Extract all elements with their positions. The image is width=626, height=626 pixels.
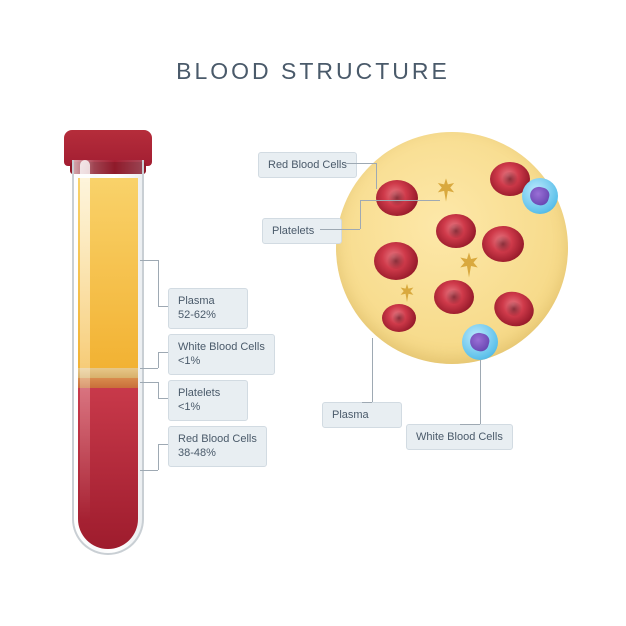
pointer [362, 402, 372, 403]
test-tube [72, 130, 144, 560]
pointer [460, 424, 480, 425]
label-text: White Blood Cells [416, 430, 503, 444]
label-text: <1% [178, 354, 265, 368]
pointer [140, 470, 158, 471]
pointer [140, 382, 158, 383]
platelet-cell [396, 282, 418, 304]
label-text: Red Blood Cells [268, 158, 347, 172]
tube-glass [72, 160, 144, 555]
pointer [320, 229, 360, 230]
pointer [158, 260, 159, 306]
pointer [140, 260, 158, 261]
wbc-cell [462, 324, 498, 360]
pointer [158, 352, 168, 353]
label-text: Platelets [178, 386, 238, 400]
pointer [480, 360, 481, 424]
label-text: Platelets [272, 224, 332, 238]
pointer [372, 338, 373, 402]
label-rbc: Red Blood Cells 38-48% [168, 426, 267, 467]
pointer [376, 163, 377, 189]
label-text: <1% [178, 400, 238, 414]
rbc-cell [382, 304, 416, 332]
label-text: Red Blood Cells [178, 432, 257, 446]
label-plasma: Plasma 52-62% [168, 288, 248, 329]
pointer [140, 368, 158, 369]
rbc-cell [482, 226, 524, 262]
wbc-cell [522, 178, 558, 214]
layer-plasma [78, 178, 138, 368]
cell-circle [336, 132, 568, 364]
pointer [346, 163, 376, 164]
platelet-cell [454, 250, 484, 280]
rbc-cell [434, 280, 474, 314]
page-title: BLOOD STRUCTURE [176, 58, 450, 85]
label-circle-platelets: Platelets [262, 218, 342, 244]
layer-rbc [78, 388, 138, 549]
label-text: White Blood Cells [178, 340, 265, 354]
pointer [158, 444, 168, 445]
label-wbc: White Blood Cells <1% [168, 334, 275, 375]
pointer [158, 382, 159, 398]
layer-wbc [78, 368, 138, 378]
label-circle-wbc: White Blood Cells [406, 424, 513, 450]
rbc-cell [376, 180, 418, 216]
pointer [360, 200, 361, 229]
pointer [158, 398, 168, 399]
label-circle-rbc: Red Blood Cells [258, 152, 357, 178]
layer-platelet [78, 378, 138, 388]
label-text: 38-48% [178, 446, 257, 460]
label-circle-plasma: Plasma [322, 402, 402, 428]
label-platelets: Platelets <1% [168, 380, 248, 421]
pointer [158, 352, 159, 368]
rbc-cell [374, 242, 418, 280]
label-text: Plasma [178, 294, 238, 308]
pointer [158, 444, 159, 470]
label-text: 52-62% [178, 308, 238, 322]
pointer [360, 200, 440, 201]
label-text: Plasma [332, 408, 392, 422]
rbc-cell [490, 287, 539, 332]
rbc-cell [436, 214, 476, 248]
pointer [158, 306, 168, 307]
